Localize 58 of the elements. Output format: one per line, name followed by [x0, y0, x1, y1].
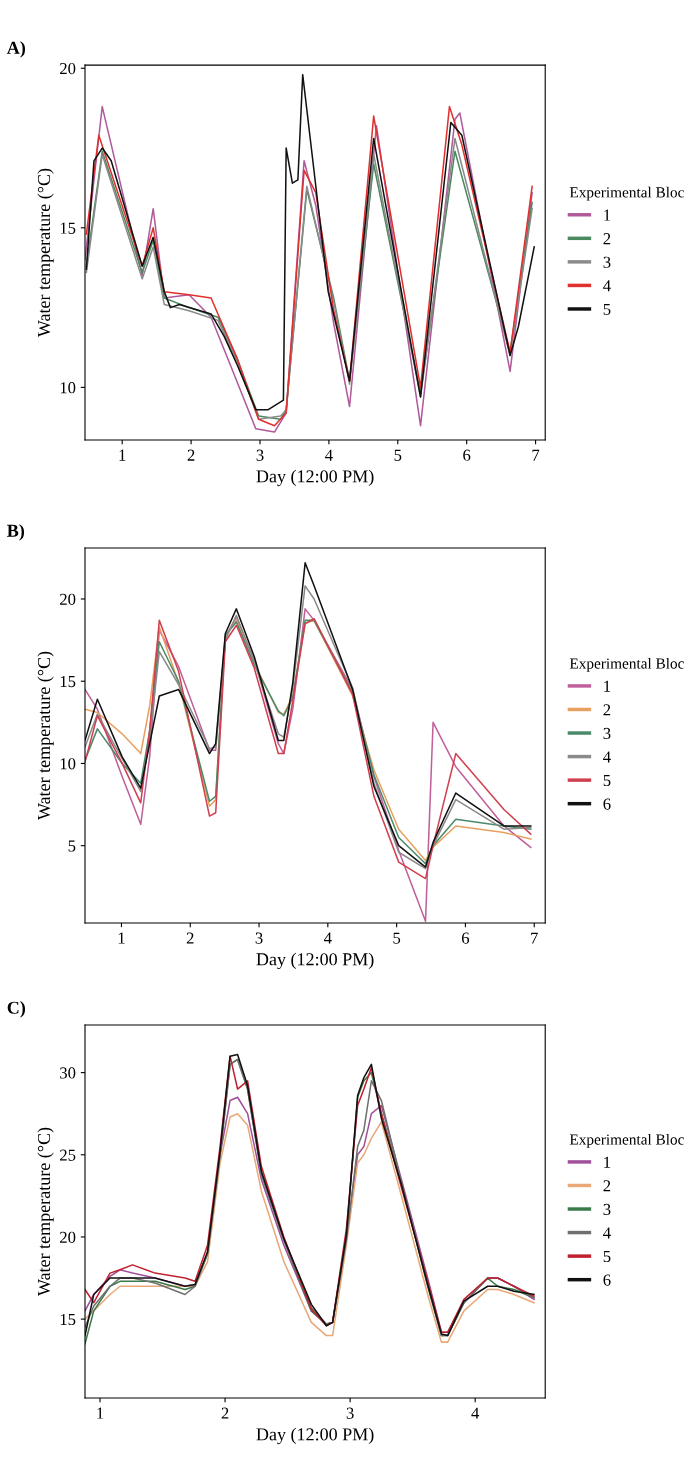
x-tick-label: 5: [394, 449, 402, 461]
x-tick-label: 1: [119, 449, 126, 461]
x-tick-label: 6: [463, 449, 471, 461]
y-tick-label: 10: [60, 382, 76, 394]
x-tick-label: 3: [255, 932, 263, 944]
x-tick-label: 5: [393, 932, 401, 944]
y-tick-label: 5: [68, 840, 76, 852]
y-tick-label: 30: [60, 1067, 76, 1079]
y-tick-label: 20: [60, 62, 76, 75]
y-tick-label: 20: [60, 593, 76, 605]
x-tick-label: 4: [471, 1407, 480, 1419]
legend-label: 4: [603, 280, 611, 292]
x-tick-label: 3: [346, 1407, 354, 1419]
x-tick-label: 2: [186, 932, 194, 944]
legend-label: 5: [603, 303, 611, 315]
legend-label: 6: [603, 1274, 611, 1286]
y-tick-label: 25: [60, 1149, 76, 1161]
y-axis-title: Water temperature (°C): [37, 651, 54, 821]
chart-title: B): [7, 524, 25, 541]
x-tick-label: 1: [118, 932, 125, 944]
x-tick-label: 7: [531, 932, 538, 944]
legend-label: 3: [603, 727, 611, 740]
chart-title: C): [7, 1001, 26, 1018]
x-axis-title: Day (12:00 PM): [256, 1427, 374, 1445]
x-tick-label: 6: [461, 932, 470, 944]
legend-label: 2: [603, 704, 611, 716]
y-tick-label: 15: [60, 675, 76, 688]
y-tick-label: 10: [60, 758, 76, 770]
y-axis-title: Water temperature (°C): [37, 1127, 54, 1297]
y-tick-label: 15: [60, 1313, 76, 1326]
legend-label: 1: [604, 209, 611, 221]
legend-label: 2: [603, 233, 611, 245]
legend-label: 6: [603, 798, 611, 810]
legend-label: 3: [603, 256, 611, 268]
x-tick-label: 3: [256, 449, 264, 461]
legend-label: 1: [604, 1156, 611, 1168]
chart-title: A): [6, 41, 26, 58]
y-tick-label: 20: [60, 1231, 76, 1243]
x-tick-label: 1: [97, 1407, 104, 1419]
legend-label: 5: [603, 1251, 611, 1263]
x-axis-title: Day (12:00 PM): [256, 469, 374, 487]
legend-title: Experimental Bloc: [569, 657, 684, 672]
x-axis-title: Day (12:00 PM): [256, 952, 374, 970]
x-tick-label: 7: [532, 449, 540, 461]
legend-label: 3: [603, 1203, 611, 1216]
legend-title: Experimental Bloc: [569, 186, 684, 201]
x-tick-label: 4: [323, 932, 332, 944]
x-tick-label: 2: [187, 449, 195, 461]
legend-label: 4: [603, 1227, 611, 1239]
x-tick-label: 2: [221, 1407, 229, 1419]
y-axis-title: Water temperature (°C): [37, 168, 54, 338]
y-tick-label: 15: [60, 222, 76, 234]
legend-label: 5: [603, 775, 611, 787]
legend-label: 4: [603, 751, 611, 763]
x-tick-label: 4: [325, 449, 333, 461]
legend-label: 1: [604, 680, 611, 692]
legend-title: Experimental Bloc: [569, 1133, 684, 1148]
legend-label: 2: [603, 1180, 611, 1192]
